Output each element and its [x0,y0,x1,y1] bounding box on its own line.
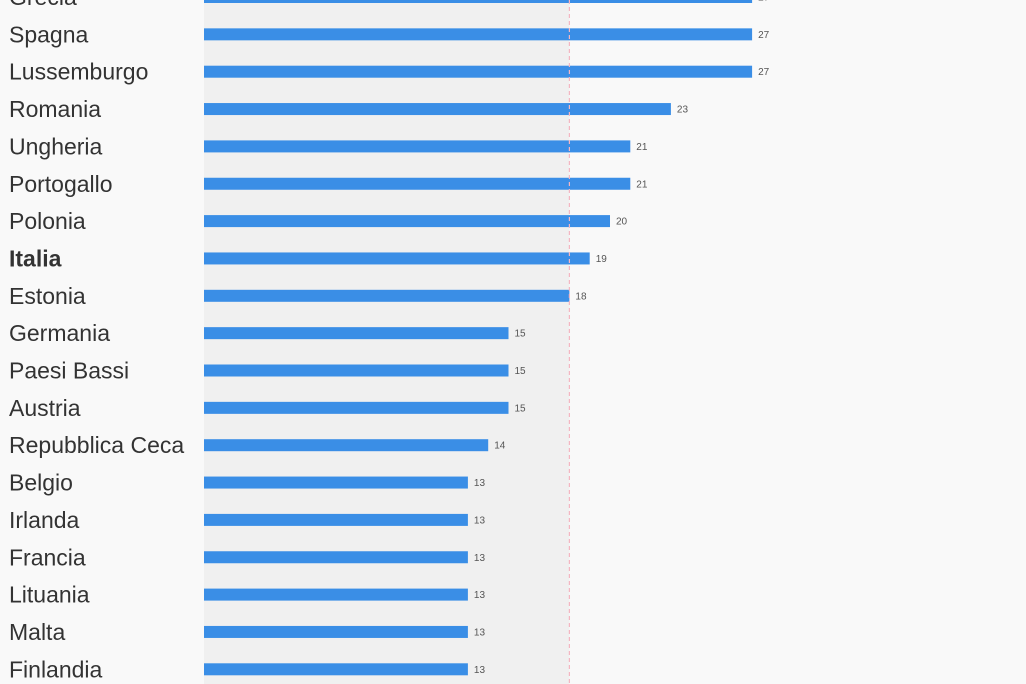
bar [204,215,610,228]
bar [204,65,753,78]
value-label: 15 [515,366,527,377]
value-label: 27 [758,30,770,41]
value-label: 20 [616,217,628,228]
bar [204,140,631,153]
category-label: Germania [9,320,110,346]
bar [204,551,468,564]
value-label: 13 [474,665,486,676]
bar [204,28,753,41]
value-label: 27 [758,67,770,78]
category-label: Estonia [9,283,86,309]
value-label: 18 [575,291,587,302]
category-label: Lituania [9,582,90,608]
value-label: 13 [474,627,486,638]
bar [204,0,753,3]
bar [204,401,509,414]
category-label: Lussemburgo [9,59,148,85]
category-label: Grecia [9,0,77,10]
category-label: Malta [9,619,65,645]
bar [204,625,468,638]
value-label: 27 [758,0,770,4]
bar [204,289,570,302]
category-label: Ungheria [9,133,103,159]
bar [204,588,468,601]
value-label: 19 [596,254,608,265]
bar [204,663,468,676]
category-label: Finlandia [9,656,103,682]
value-label: 15 [515,329,527,340]
bar [204,103,671,116]
category-label: Spagna [9,21,89,47]
value-label: 23 [677,105,689,116]
category-label: Italia [9,245,62,271]
value-label: 14 [494,441,506,452]
value-label: 13 [474,515,486,526]
category-label: Paesi Bassi [9,358,129,384]
bar [204,476,468,489]
category-label: Francia [9,544,86,570]
category-label: Repubblica Ceca [9,432,184,458]
category-label: Portogallo [9,171,113,197]
category-label: Belgio [9,470,73,496]
value-label: 15 [515,403,527,414]
value-label: 13 [474,553,486,564]
value-label: 21 [636,142,648,153]
category-label: Romania [9,96,101,122]
bar [204,513,468,526]
category-label: Austria [9,395,81,421]
value-label: 13 [474,478,486,489]
value-label: 13 [474,590,486,601]
bar [204,177,631,190]
reference-shaded-region [204,0,570,684]
value-label: 21 [636,179,648,190]
bar [204,327,509,340]
bar [204,252,590,265]
bar [204,364,509,377]
category-label: Polonia [9,208,86,234]
category-label: Irlanda [9,507,80,533]
bar [204,439,489,452]
